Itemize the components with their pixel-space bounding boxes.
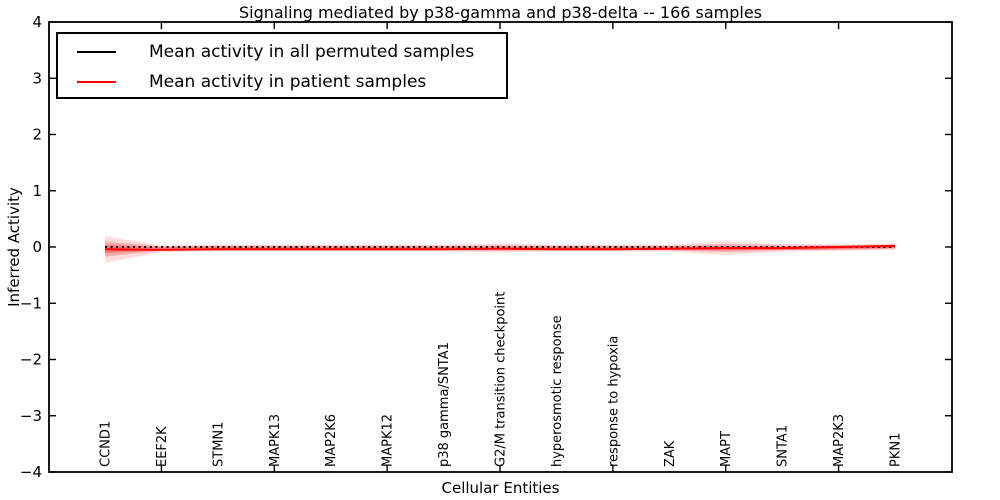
entity-label: PKN1 bbox=[889, 433, 904, 467]
entity-label: hyperosmotic response bbox=[550, 315, 565, 467]
permuted-line-sample-icon bbox=[77, 51, 116, 53]
legend-entry-patient: Mean activity in patient samples bbox=[58, 67, 506, 97]
entity-label: p38 gamma/SNTA1 bbox=[437, 342, 452, 467]
entity-label: MAPK12 bbox=[381, 414, 396, 467]
entity-label: MAPT bbox=[719, 431, 734, 467]
entity-label: STMN1 bbox=[211, 422, 226, 467]
entity-label: MAP2K6 bbox=[324, 414, 339, 467]
x-axis-label: Cellular Entities bbox=[441, 479, 560, 497]
entity-label: MAP2K3 bbox=[832, 414, 847, 467]
entity-label: ZAK bbox=[663, 440, 678, 467]
y-tick-label: 4 bbox=[32, 13, 42, 31]
y-tick-label: 2 bbox=[32, 126, 42, 144]
legend-label-patient: Mean activity in patient samples bbox=[149, 72, 427, 92]
entity-label: SNTA1 bbox=[776, 425, 791, 467]
legend-entry-permuted: Mean activity in all permuted samples bbox=[58, 37, 506, 67]
legend-label-permuted: Mean activity in all permuted samples bbox=[149, 42, 475, 62]
patient-mean-line bbox=[104, 244, 896, 251]
entity-label: CCND1 bbox=[99, 421, 114, 467]
y-tick-label: −4 bbox=[20, 463, 42, 481]
page-title: Signaling mediated by p38-gamma and p38-… bbox=[238, 3, 763, 22]
y-tick-label: 1 bbox=[32, 182, 42, 200]
legend: Mean activity in all permuted samples Me… bbox=[56, 32, 508, 99]
y-tick-label: −2 bbox=[20, 351, 42, 369]
y-tick-label: 3 bbox=[32, 69, 42, 87]
entity-label: MAPK13 bbox=[268, 414, 283, 467]
entity-label: G2/M transition checkpoint bbox=[494, 292, 509, 467]
y-axis-label: Inferred Activity bbox=[5, 187, 23, 307]
y-tick-label: 0 bbox=[32, 238, 42, 256]
y-tick-label: −3 bbox=[20, 407, 42, 425]
patient-line-sample-icon bbox=[77, 81, 116, 83]
y-tick-label: −1 bbox=[20, 294, 42, 312]
entity-label: EEF2K bbox=[155, 426, 170, 467]
entity-label: response to hypoxia bbox=[606, 336, 621, 467]
